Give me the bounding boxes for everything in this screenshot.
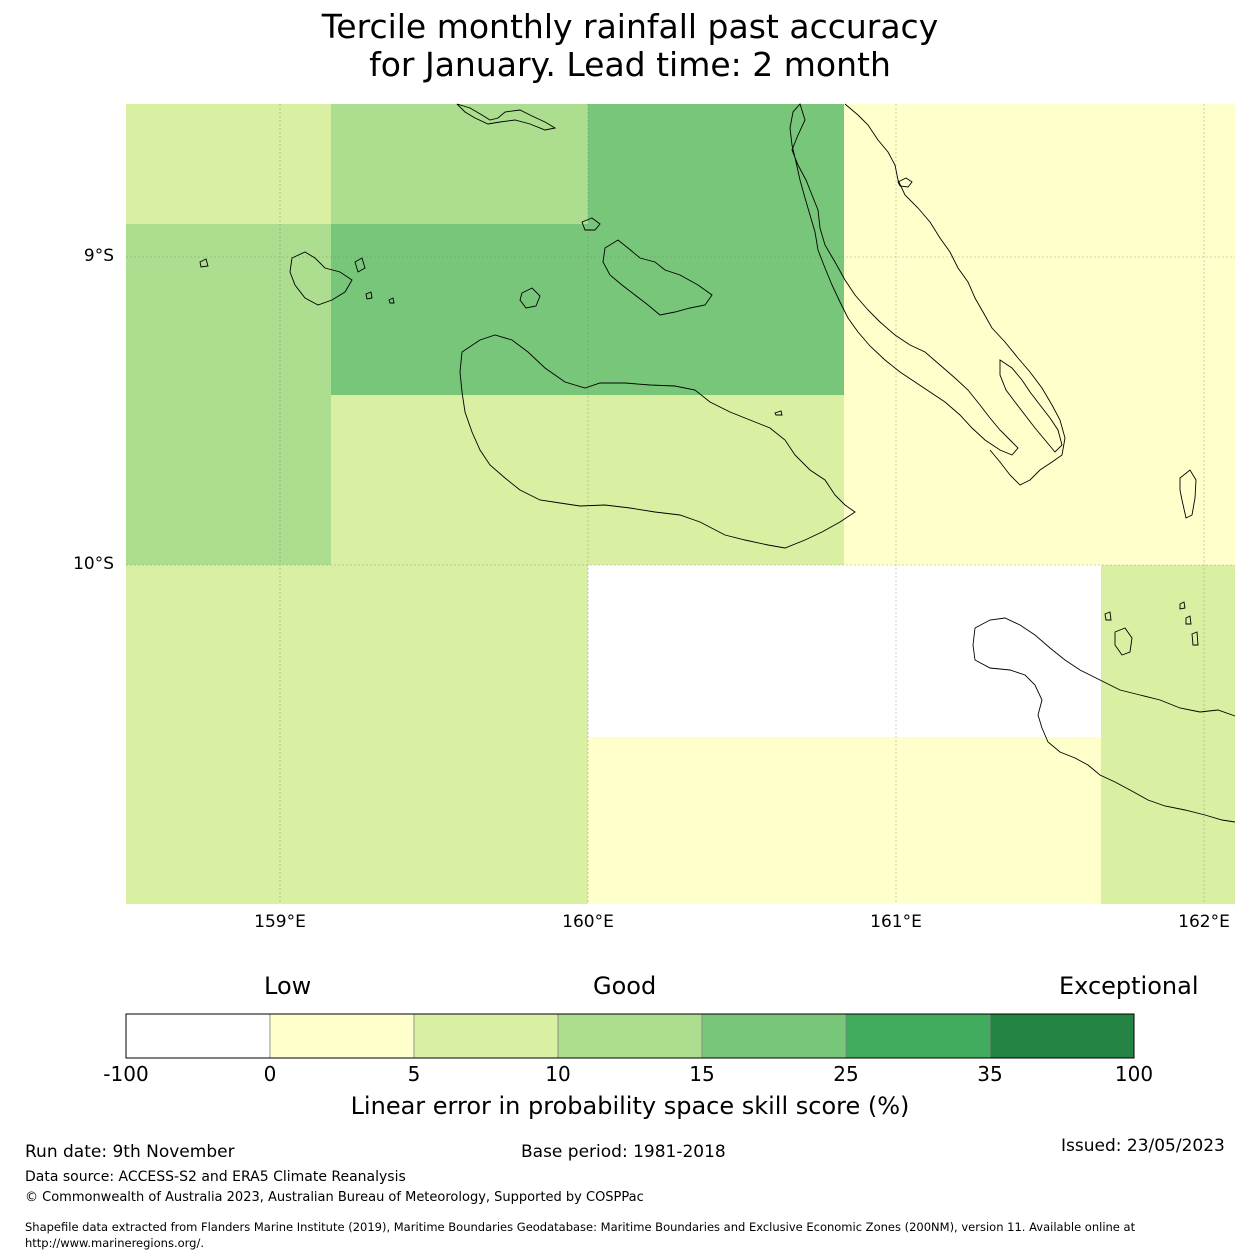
colorbar-bin [269,1013,415,1059]
island-savo [519,287,541,309]
shapefile-credit-line-1: Shapefile data extracted from Flanders M… [25,1220,1136,1234]
island-guadalcanal [459,334,856,549]
island-santa-isabel [456,103,557,131]
colorbar-tick: 15 [689,1062,715,1086]
lat-label-9s: 9°S [83,246,114,266]
colorbar-bin [557,1013,703,1059]
lat-label-10s: 10°S [73,554,114,574]
lon-label-162e: 162°E [1178,912,1230,932]
coastlines [199,103,1236,823]
grid-cell [844,224,1235,565]
grid-cell [126,565,588,904]
colorbar-bin [989,1013,1135,1059]
lon-label-161e: 161°E [870,912,922,932]
colorbar-word-low: Low [264,972,312,1000]
grid-cell [331,104,588,224]
colorbar-word-exceptional: Exceptional [1059,972,1199,1000]
grid-cell [588,104,844,224]
shapefile-credit-line-2: http://www.marineregions.org/. [25,1236,204,1250]
issued-date: Issued: 23/05/2023 [1061,1136,1225,1156]
colorbar-bin [413,1013,559,1059]
colorbar-tick: 0 [263,1062,277,1086]
skill-grid [126,104,1235,904]
colorbar-outline [125,1013,1135,1059]
colorbar-tick: 35 [977,1062,1003,1086]
colorbar-tick: 10 [545,1062,571,1086]
chart-title-line-1: Tercile monthly rainfall past accuracy [321,7,939,46]
grid-cell [588,565,1101,737]
gridlines [126,104,1235,904]
colorbar-bin [701,1013,847,1059]
chart-title-line-2: for January. Lead time: 2 month [369,45,891,84]
colorbar-tick: -100 [103,1062,149,1086]
island-makira [974,617,1236,717]
colorbar-bin [125,1013,271,1059]
copyright: © Commonwealth of Australia 2023, Austra… [25,1190,644,1205]
grid-cell [1101,565,1235,904]
grid-cell [126,224,331,565]
island-malaita [789,103,1019,456]
island-small-malaita [999,359,1063,453]
colorbar [125,1013,1135,1059]
island-malaita-east [844,103,1066,486]
grid-cell [126,104,331,224]
island-tulagi [581,217,601,231]
lon-label-160e: 160°E [562,912,614,932]
run-date: Run date: 9th November [25,1142,235,1162]
grid-cell [331,395,844,565]
colorbar-tick: 5 [407,1062,421,1086]
grid-cell-lower-yellow [588,737,1101,904]
colorbar-tick: 100 [1114,1062,1154,1086]
grid-cell [844,104,1235,224]
lon-label-159e: 159°E [254,912,306,932]
base-period: Base period: 1981-2018 [521,1142,726,1162]
data-source: Data source: ACCESS-S2 and ERA5 Climate … [25,1169,406,1185]
island-nggela [602,239,713,316]
colorbar-word-good: Good [593,972,657,1000]
colorbar-tick: 25 [833,1062,859,1086]
grid-cell [331,224,844,395]
island-russell [289,251,353,306]
colorbar-label: Linear error in probability space skill … [350,1092,910,1120]
colorbar-bin [845,1013,991,1059]
